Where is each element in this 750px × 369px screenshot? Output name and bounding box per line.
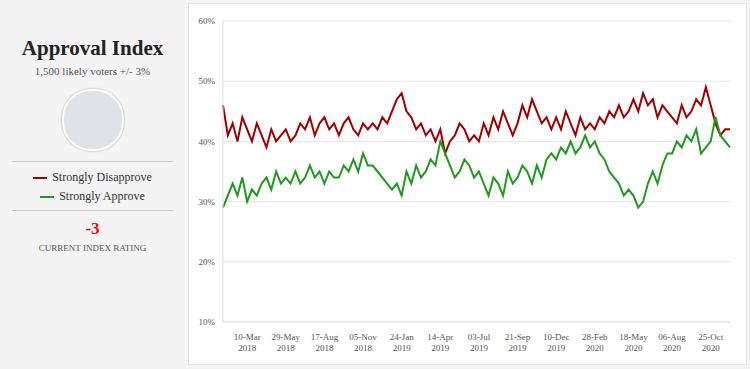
html-text:1,500 likely voters +/- 3%: 1,500 likely voters +/- 3% <box>34 65 151 77</box>
html-text:Strongly Disapprove: Strongly Disapprove <box>52 170 152 184</box>
svg-text:28-Feb2020: 28-Feb2020 <box>582 332 608 353</box>
svg-text:10-Mar2018: 10-Mar2018 <box>234 332 261 353</box>
svg-text:10%: 10% <box>199 317 216 327</box>
svg-text:03-Jul2019: 03-Jul2019 <box>468 332 491 353</box>
svg-text:05-Nov2018: 05-Nov2018 <box>349 332 377 353</box>
svg-text:20%: 20% <box>199 257 216 267</box>
svg-text:17-Aug2018: 17-Aug2018 <box>311 332 339 353</box>
svg-text:18-May2020: 18-May2020 <box>619 332 648 353</box>
svg-text:25-Oct2020: 25-Oct2020 <box>698 332 723 353</box>
html-text:Strongly Approve: Strongly Approve <box>59 189 145 203</box>
html-text:Approval Index: Approval Index <box>21 36 164 60</box>
html-text:CURRENT INDEX RATING: CURRENT INDEX RATING <box>38 243 147 253</box>
svg-text:29-May2018: 29-May2018 <box>272 332 301 353</box>
svg-text:14-Apr2019: 14-Apr2019 <box>427 332 453 353</box>
svg-text:50%: 50% <box>199 76 216 86</box>
svg-text:24-Jan2019: 24-Jan2019 <box>390 332 414 353</box>
svg-text:60%: 60% <box>199 16 216 26</box>
html-text:-3: -3 <box>85 219 100 238</box>
svg-text:10-Dec2019: 10-Dec2019 <box>543 332 570 353</box>
svg-text:21-Sep2019: 21-Sep2019 <box>505 332 531 353</box>
svg-text:40%: 40% <box>199 137 216 147</box>
svg-text:30%: 30% <box>199 197 216 207</box>
svg-text:06-Aug2020: 06-Aug2020 <box>658 332 686 353</box>
